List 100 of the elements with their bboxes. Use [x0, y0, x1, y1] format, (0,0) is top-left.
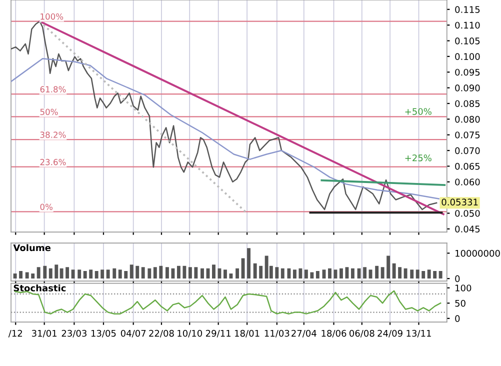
bar — [159, 266, 163, 279]
y-tick-label: 0.105 — [455, 37, 480, 44]
x-tick-label: 13/05 — [91, 330, 116, 338]
x-tick-label: 18/01 — [235, 330, 260, 338]
annotation: 100% — [40, 13, 64, 20]
x-tick-label: 13/11 — [406, 330, 431, 338]
bar — [345, 267, 349, 279]
chart-title: Volume — [13, 244, 51, 252]
bar — [398, 267, 402, 279]
annotation: 23.6% — [40, 158, 66, 166]
bar — [182, 266, 186, 279]
x-tick-label: 11/03 — [264, 330, 290, 338]
annotation: +50% — [405, 108, 432, 115]
x-tick-label: 06/08 — [349, 330, 374, 338]
bar — [247, 248, 250, 279]
line-series — [11, 58, 440, 200]
bar — [194, 267, 198, 279]
line-series — [14, 290, 442, 314]
bar — [410, 270, 414, 279]
annotation: 0.05331 — [442, 198, 478, 206]
annotation: 61.8% — [40, 86, 66, 92]
x-tick-label: 04/07 — [120, 330, 146, 338]
x-tick-label: 29/11 — [206, 330, 231, 338]
bar — [130, 264, 134, 279]
y-tick-label: 10000000 — [456, 250, 500, 257]
bar — [124, 270, 128, 279]
y-tick-label: 0.075 — [455, 132, 480, 138]
bar — [83, 270, 87, 279]
bar — [298, 268, 302, 279]
bar — [25, 272, 29, 279]
bar — [416, 270, 420, 279]
bar — [438, 270, 442, 279]
y-tick-label: 0.095 — [455, 68, 480, 76]
x-tick-label: 18/06 — [322, 330, 346, 338]
y-tick-label: 0.050 — [455, 210, 480, 217]
y-tick-label: 50 — [455, 300, 466, 307]
bar — [404, 268, 408, 279]
bar — [380, 267, 384, 279]
bar — [280, 268, 284, 279]
bar — [112, 268, 116, 279]
bar — [48, 268, 52, 279]
y-tick-label: 0.060 — [455, 178, 480, 186]
bar — [43, 266, 47, 279]
annotation: 0% — [40, 204, 52, 210]
x-tick-label: 10/10 — [178, 330, 202, 338]
y-tick-label: 100 — [456, 284, 472, 292]
bar — [171, 268, 175, 279]
y-tick-label: 0.100 — [455, 53, 480, 60]
bar — [375, 266, 379, 279]
bar — [253, 263, 257, 279]
y-tick-label: 0.085 — [455, 100, 480, 108]
bar — [427, 270, 431, 279]
y-tick-label: 0.045 — [455, 226, 480, 232]
bar — [13, 273, 17, 279]
bar — [275, 267, 279, 279]
annotation: +25% — [405, 154, 432, 162]
bar — [328, 268, 332, 279]
y-tick-label: 0 — [455, 315, 460, 322]
bar — [363, 267, 366, 279]
bar — [392, 263, 396, 279]
bar — [357, 268, 361, 279]
bar — [78, 270, 82, 279]
bar — [100, 270, 104, 279]
bar — [292, 270, 296, 279]
y-tick-label: 0.115 — [455, 6, 480, 13]
y-tick-label: 0 — [455, 275, 460, 282]
bar — [148, 268, 152, 279]
x-tick-label: 24/09 — [378, 330, 402, 338]
bar — [287, 268, 291, 279]
bar — [304, 270, 308, 279]
bar — [340, 268, 343, 279]
bar — [350, 268, 354, 279]
annotation: 50% — [40, 108, 58, 116]
bar — [71, 270, 75, 279]
bar — [316, 270, 320, 279]
bar — [310, 272, 314, 279]
bar — [31, 273, 35, 279]
bar — [19, 270, 23, 279]
bar — [229, 273, 233, 279]
y-tick-label: 0.065 — [455, 162, 480, 170]
x-tick-label: 23/03 — [62, 330, 86, 338]
bar — [236, 268, 240, 279]
bar — [136, 266, 140, 279]
y-tick-label: 0.110 — [455, 22, 480, 29]
bar — [433, 270, 437, 279]
bar — [166, 267, 169, 279]
bar — [66, 267, 70, 279]
bar — [141, 267, 145, 279]
bar — [259, 266, 263, 279]
bar — [106, 270, 110, 279]
bar — [36, 267, 40, 279]
bar — [200, 268, 204, 279]
bar — [60, 268, 64, 279]
annotation: 38.2% — [40, 132, 66, 138]
bar — [224, 270, 227, 279]
x-tick-label: 31/01 — [32, 330, 57, 338]
x-tick-label: 27/04 — [292, 330, 316, 338]
bar — [89, 270, 93, 279]
y-tick-label: 0.070 — [455, 147, 480, 154]
bar — [422, 270, 426, 279]
